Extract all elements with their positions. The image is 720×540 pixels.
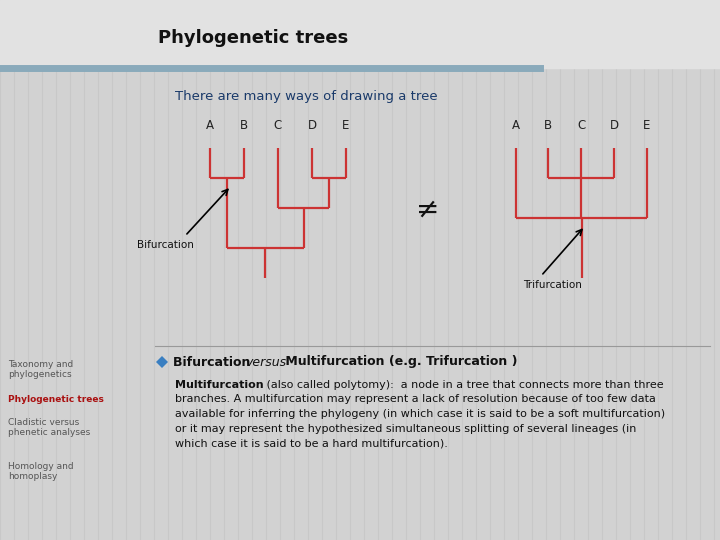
Text: There are many ways of drawing a tree: There are many ways of drawing a tree xyxy=(175,90,438,103)
Text: Multifurcation (e.g. Trifurcation ): Multifurcation (e.g. Trifurcation ) xyxy=(281,355,518,368)
Text: C: C xyxy=(577,119,585,132)
Text: E: E xyxy=(342,119,350,132)
Text: A: A xyxy=(512,119,520,132)
Text: branches. A multifurcation may represent a lack of resolution because of too few: branches. A multifurcation may represent… xyxy=(175,395,656,404)
Text: Cladistic versus
phenetic analyses: Cladistic versus phenetic analyses xyxy=(8,418,90,437)
Text: E: E xyxy=(643,119,651,132)
Text: D: D xyxy=(307,119,317,132)
Text: which case it is said to be a hard multifurcation).: which case it is said to be a hard multi… xyxy=(175,438,448,448)
Text: or it may represent the hypothesized simultaneous splitting of several lineages : or it may represent the hypothesized sim… xyxy=(175,423,636,434)
Text: Multifurcation: Multifurcation xyxy=(175,380,264,390)
Text: ≠: ≠ xyxy=(416,196,440,224)
Text: B: B xyxy=(544,119,552,132)
Text: Phylogenetic trees: Phylogenetic trees xyxy=(158,29,348,47)
Text: Taxonomy and
phylogenetics: Taxonomy and phylogenetics xyxy=(8,360,73,380)
Text: D: D xyxy=(609,119,618,132)
Text: Bifurcation: Bifurcation xyxy=(173,355,255,368)
Text: Bifurcation: Bifurcation xyxy=(137,240,194,250)
Text: B: B xyxy=(240,119,248,132)
Text: Trifurcation: Trifurcation xyxy=(523,280,582,290)
Text: versus: versus xyxy=(245,355,286,368)
Bar xyxy=(0,0,720,68)
Text: C: C xyxy=(274,119,282,132)
Text: Phylogenetic trees: Phylogenetic trees xyxy=(8,395,104,404)
Text: Homology and
homoplasy: Homology and homoplasy xyxy=(8,462,73,481)
Text: available for inferring the phylogeny (in which case it is said to be a soft mul: available for inferring the phylogeny (i… xyxy=(175,409,665,419)
Text: (also called polytomy):  a node in a tree that connects more than three: (also called polytomy): a node in a tree… xyxy=(263,380,664,390)
Text: A: A xyxy=(206,119,214,132)
